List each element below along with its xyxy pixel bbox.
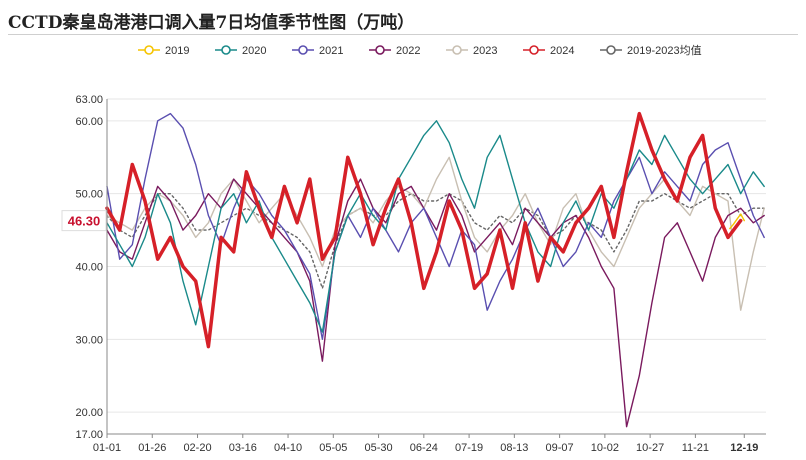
y-tick-label: 60.00 [75, 116, 103, 128]
y-tick-label: 50.00 [75, 189, 103, 201]
current-value-label: 46.30 [68, 214, 101, 229]
legend-swatch-marker [529, 45, 539, 55]
y-tick-label: 20.00 [75, 407, 103, 419]
chart-axes: 63.00 60.00 50.00 40.00 30.00 20.00 17.0001-01… [61, 94, 766, 454]
x-tick-label: 01-26 [138, 442, 166, 454]
current-value-box [61, 210, 107, 232]
legend-label: 2019-2023均值 [627, 44, 702, 57]
series-line-2024 [105, 111, 743, 349]
x-tick-label: 10-02 [591, 442, 619, 454]
legend-label: 2020 [242, 45, 266, 57]
grid-lines [107, 98, 766, 435]
x-tick-label: 06-24 [410, 442, 438, 454]
title-divider [8, 34, 798, 35]
legend-swatch-marker [144, 45, 154, 55]
legend-label: 2021 [319, 45, 343, 57]
legend-swatch-marker [606, 45, 616, 55]
x-tick-label: 08-13 [500, 442, 528, 454]
y-tick-label: 40.00 [75, 262, 103, 274]
series-line-2020 [106, 120, 765, 333]
x-tick-label: 10-27 [636, 442, 664, 454]
legend-label: 2024 [550, 45, 574, 57]
chart-legend: 2019 2020 2021 2022 2023 2024 2019-2023均值 [138, 44, 702, 57]
series-line-2019-2023均值 [106, 192, 765, 289]
x-tick-label: 01-01 [93, 442, 121, 454]
series-line-2021 [106, 112, 765, 340]
x-tick-label: 05-30 [364, 442, 392, 454]
legend-label: 2022 [396, 45, 420, 57]
legend-swatch-marker [375, 45, 385, 55]
x-tick-label: 03-16 [229, 442, 257, 454]
legend-swatch-marker [452, 45, 462, 55]
x-tick-label: 05-05 [319, 442, 347, 454]
x-tick-label: 02-20 [183, 442, 211, 454]
legend-swatch-marker [298, 45, 308, 55]
x-tick-label: 09-07 [546, 442, 574, 454]
series-lines [105, 111, 765, 428]
x-tick-label: 11-21 [682, 442, 709, 454]
legend-swatch-marker [221, 45, 231, 55]
y-tick-label: 30.00 [75, 334, 103, 346]
series-line-2019 [729, 213, 745, 230]
legend-label: 2023 [473, 45, 497, 57]
y-tick-label: 17.00 [75, 429, 103, 441]
y-tick-label: 63.00 [75, 94, 103, 106]
x-tick-label: 07-19 [455, 442, 483, 454]
x-tick-label: 04-10 [274, 442, 302, 454]
chart-title: CCTD秦皇岛港港口调入量7日均值季节性图（万吨） [8, 13, 415, 33]
legend-label: 2019 [165, 45, 189, 57]
series-line-2022 [106, 178, 765, 428]
x-tick-label-current: 12-19 [730, 442, 758, 454]
